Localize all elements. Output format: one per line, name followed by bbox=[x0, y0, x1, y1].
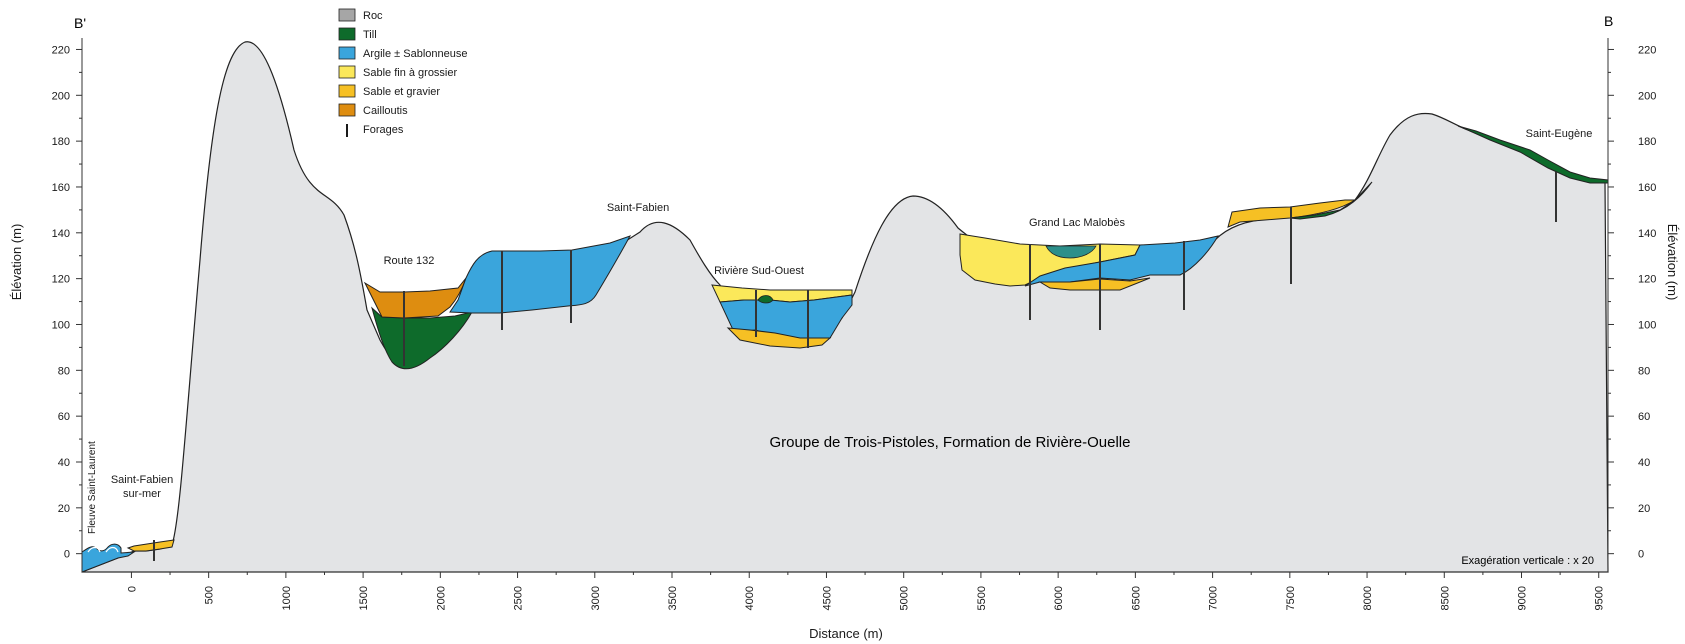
y-tick-label-right: 140 bbox=[1638, 228, 1656, 240]
y-tick-label-left: 120 bbox=[52, 274, 70, 286]
x-tick-label: 2500 bbox=[513, 586, 525, 610]
x-axis-title: Distance (m) bbox=[809, 626, 883, 641]
legend-swatch bbox=[338, 27, 356, 41]
lake-lens-grand-lac bbox=[1045, 245, 1097, 259]
till-lens-riviere bbox=[757, 295, 774, 304]
x-tick-label: 1000 bbox=[281, 586, 293, 610]
label-riviere-sud-ouest: Rivière Sud-Ouest bbox=[714, 265, 804, 277]
clay-route-132 bbox=[449, 235, 632, 314]
y-tick-label-left: 80 bbox=[58, 365, 70, 377]
y-axis-title-left: Élévation (m) bbox=[9, 224, 24, 301]
y-tick-label-left: 160 bbox=[52, 182, 70, 194]
water-st-laurent bbox=[81, 543, 136, 573]
x-tick-label: 0 bbox=[126, 586, 138, 592]
x-tick-label: 8500 bbox=[1439, 586, 1451, 610]
x-tick-label: 3500 bbox=[667, 586, 679, 610]
legend-label: Till bbox=[363, 29, 377, 41]
legend: Roc Till Argile ± Sablonneuse Sable fin à g… bbox=[338, 8, 468, 137]
legend-label: Sable fin à grossier bbox=[363, 67, 457, 79]
legend-swatch bbox=[338, 8, 356, 22]
y-tick-label-right: 160 bbox=[1638, 182, 1656, 194]
y-tick-label-right: 220 bbox=[1638, 44, 1656, 56]
y-tick-label-left: 60 bbox=[58, 411, 70, 423]
label-fleuve-saint-laurent: Fleuve Saint-Laurent bbox=[87, 441, 98, 534]
formation-label: Groupe de Trois-Pistoles, Formation de R… bbox=[770, 434, 1131, 451]
y-tick-label-left: 0 bbox=[64, 549, 70, 561]
x-tick-label: 1500 bbox=[358, 586, 370, 610]
till-east bbox=[1289, 181, 1373, 220]
legend-label: Forages bbox=[363, 124, 404, 136]
sand-gravel-grand-lac bbox=[1038, 277, 1151, 291]
x-tick-label: 9500 bbox=[1594, 586, 1606, 610]
clay-grand-lac bbox=[1024, 235, 1219, 287]
x-tick-label: 5000 bbox=[899, 586, 911, 610]
x-tick-label: 4500 bbox=[821, 586, 833, 610]
x-tick-label: 500 bbox=[204, 586, 216, 604]
sand-shore bbox=[126, 539, 175, 552]
legend-swatch bbox=[338, 65, 356, 79]
section-label-right: B bbox=[1604, 13, 1613, 29]
x-tick-label: 6500 bbox=[1130, 586, 1142, 610]
boreholes bbox=[153, 172, 1557, 561]
legend-swatch bbox=[338, 84, 356, 98]
legend-label: Argile ± Sablonneuse bbox=[363, 48, 468, 60]
label-saint-eugene: Saint-Eugène bbox=[1526, 128, 1593, 140]
water-wave-2 bbox=[105, 546, 119, 553]
y-tick-label-right: 40 bbox=[1638, 457, 1650, 469]
y-tick-label-right: 200 bbox=[1638, 90, 1656, 102]
legend-label: Roc bbox=[363, 10, 383, 22]
x-axis: 0 500 1000 1500 2000 2500 3000 3500 4000 4500 5000… bbox=[82, 571, 1608, 610]
label-saint-fabien: Saint-Fabien bbox=[607, 202, 669, 214]
y-axis-title-right: Élévation (m) bbox=[1665, 224, 1680, 301]
y-tick-label-left: 220 bbox=[52, 44, 70, 56]
vertical-exaggeration-note: Exagération verticale : x 20 bbox=[1461, 555, 1594, 567]
y-tick-label-right: 80 bbox=[1638, 365, 1650, 377]
y-tick-label-right: 120 bbox=[1638, 274, 1656, 286]
x-tick-label: 5500 bbox=[976, 586, 988, 610]
label-saint-fabien-sur-mer-line1: Saint-Fabien bbox=[111, 474, 173, 486]
y-tick-label-right: 20 bbox=[1638, 503, 1650, 515]
y-tick-label-left: 200 bbox=[52, 90, 70, 102]
x-tick-label: 8000 bbox=[1362, 586, 1374, 610]
y-tick-label-left: 140 bbox=[52, 228, 70, 240]
section-label-left: B' bbox=[74, 15, 86, 31]
label-route-132: Route 132 bbox=[384, 255, 435, 267]
x-tick-label: 3000 bbox=[590, 586, 602, 610]
x-tick-label: 6000 bbox=[1053, 586, 1065, 610]
x-tick-label: 4000 bbox=[744, 586, 756, 610]
y-tick-label-left: 100 bbox=[52, 319, 70, 331]
y-tick-label-left: 180 bbox=[52, 136, 70, 148]
x-tick-label: 7000 bbox=[1208, 586, 1220, 610]
legend-label: Sable et gravier bbox=[363, 86, 440, 98]
legend-swatch bbox=[338, 103, 356, 117]
label-saint-fabien-sur-mer-line2: sur-mer bbox=[123, 488, 161, 500]
y-tick-label-right: 60 bbox=[1638, 411, 1650, 423]
sand-gravel-riviere bbox=[726, 327, 832, 349]
label-grand-lac-malobes: Grand Lac Malobès bbox=[1029, 217, 1125, 229]
x-tick-label: 2000 bbox=[435, 586, 447, 610]
y-tick-label-right: 100 bbox=[1638, 319, 1656, 331]
x-tick-label: 9000 bbox=[1517, 586, 1529, 610]
x-tick-label: 7500 bbox=[1285, 586, 1297, 610]
gravel-route-132 bbox=[363, 277, 467, 319]
y-tick-label-left: 20 bbox=[58, 503, 70, 515]
y-tick-label-left: 40 bbox=[58, 457, 70, 469]
y-tick-label-right: 180 bbox=[1638, 136, 1656, 148]
legend-swatch bbox=[338, 46, 356, 60]
y-tick-label-right: 0 bbox=[1638, 549, 1644, 561]
legend-label: Cailloutis bbox=[363, 105, 408, 117]
water-wave-1 bbox=[87, 546, 101, 553]
